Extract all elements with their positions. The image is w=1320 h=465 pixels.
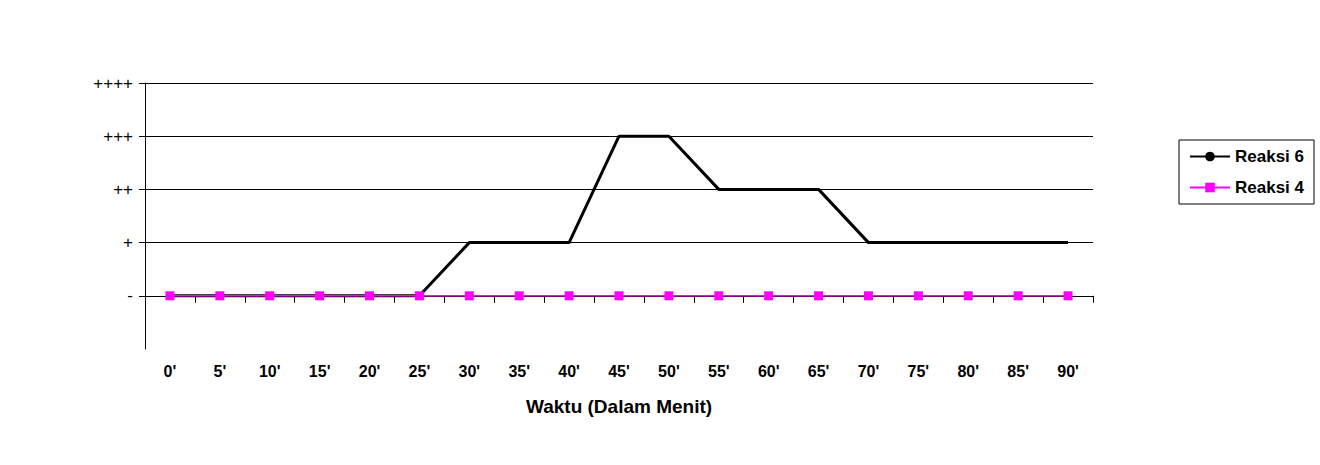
svg-text:70': 70' (858, 363, 880, 380)
svg-text:Waktu (Dalam Menit): Waktu (Dalam Menit) (526, 396, 712, 417)
svg-text:+: + (123, 233, 133, 252)
svg-text:85': 85' (1007, 363, 1029, 380)
svg-text:90': 90' (1057, 363, 1079, 380)
svg-text:20': 20' (359, 363, 381, 380)
svg-text:35': 35' (508, 363, 530, 380)
svg-text:75': 75' (908, 363, 930, 380)
svg-text:-: - (127, 286, 133, 305)
svg-text:60': 60' (758, 363, 780, 380)
svg-text:80': 80' (957, 363, 979, 380)
svg-text:+++: +++ (103, 127, 133, 146)
svg-text:65': 65' (808, 363, 830, 380)
svg-text:10': 10' (259, 363, 281, 380)
svg-text:Reaksi 6: Reaksi 6 (1235, 147, 1304, 166)
svg-text:30': 30' (459, 363, 481, 380)
svg-text:15': 15' (309, 363, 331, 380)
svg-text:45': 45' (608, 363, 630, 380)
svg-text:5': 5' (213, 363, 226, 380)
svg-text:Reaksi 4: Reaksi 4 (1235, 178, 1305, 197)
svg-text:++++: ++++ (93, 74, 133, 93)
svg-text:++: ++ (113, 180, 133, 199)
svg-text:55': 55' (708, 363, 730, 380)
svg-text:25': 25' (409, 363, 431, 380)
svg-text:40': 40' (558, 363, 580, 380)
svg-text:0': 0' (164, 363, 177, 380)
svg-text:50': 50' (658, 363, 680, 380)
